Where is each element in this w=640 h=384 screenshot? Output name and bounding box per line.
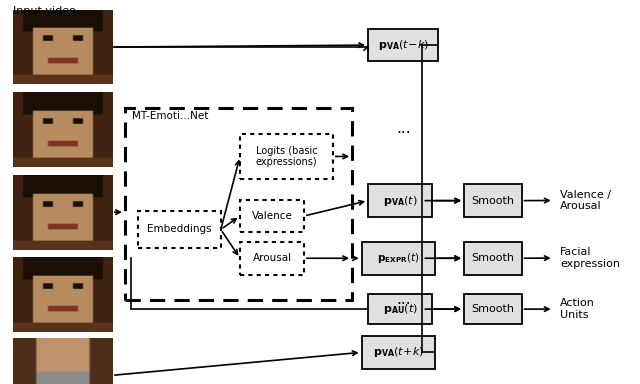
Text: Action
Units: Action Units [560,298,595,320]
FancyBboxPatch shape [240,200,304,232]
Text: Input video: Input video [13,6,76,16]
Text: Arousal: Arousal [252,253,292,263]
FancyBboxPatch shape [240,242,304,275]
Text: MT-Emoti...Net: MT-Emoti...Net [132,111,209,121]
FancyBboxPatch shape [240,134,333,179]
FancyBboxPatch shape [464,242,522,275]
FancyBboxPatch shape [138,211,221,248]
FancyBboxPatch shape [368,184,432,217]
Text: Embeddings: Embeddings [147,224,211,235]
Text: $\mathbf{p}_{\mathbf{EXPR}}(t)$: $\mathbf{p}_{\mathbf{EXPR}}(t)$ [377,251,420,265]
FancyBboxPatch shape [368,29,438,61]
FancyBboxPatch shape [368,294,432,324]
FancyBboxPatch shape [362,242,435,275]
Text: $\mathbf{p}_{\mathbf{VA}}(t)$: $\mathbf{p}_{\mathbf{VA}}(t)$ [383,194,417,208]
FancyBboxPatch shape [464,294,522,324]
Text: Facial
expression: Facial expression [560,247,620,269]
Text: Logits (basic
expressions): Logits (basic expressions) [255,146,317,167]
Text: $\mathbf{p}_{\mathbf{VA}}(t\!-\!k)$: $\mathbf{p}_{\mathbf{VA}}(t\!-\!k)$ [378,38,429,52]
Text: Valence /
Arousal: Valence / Arousal [560,190,611,211]
Text: Valence: Valence [252,211,292,221]
Text: Smooth: Smooth [471,253,515,263]
Text: Smooth: Smooth [471,195,515,206]
Text: Smooth: Smooth [471,304,515,314]
Text: ...: ... [396,121,410,136]
Text: ...: ... [396,292,410,307]
FancyBboxPatch shape [362,336,435,369]
Text: $\mathbf{p}_{\mathbf{VA}}(t\!+\!k)$: $\mathbf{p}_{\mathbf{VA}}(t\!+\!k)$ [373,345,424,359]
FancyBboxPatch shape [464,184,522,217]
Text: $\mathbf{p}_{\mathbf{AU}}(t)$: $\mathbf{p}_{\mathbf{AU}}(t)$ [383,302,417,316]
